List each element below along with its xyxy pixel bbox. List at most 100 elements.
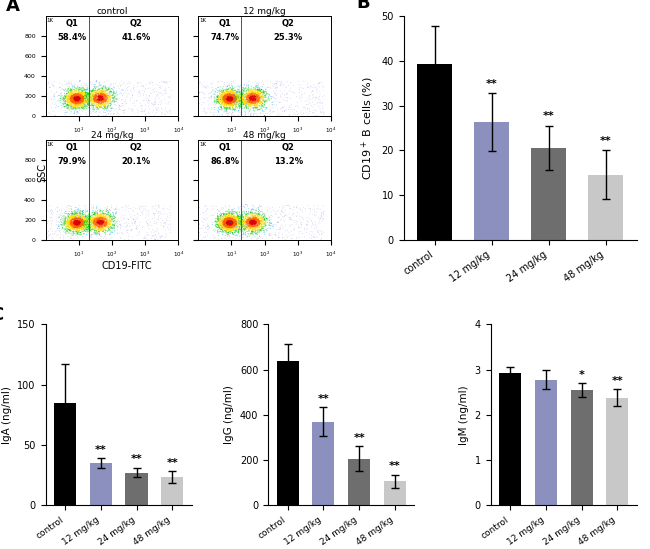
Point [68, 95, 79, 104]
Point [64, 213, 75, 222]
Point [243, 218, 254, 227]
Point [227, 214, 237, 223]
Point [95, 211, 105, 220]
Point [232, 217, 242, 226]
Point [105, 223, 115, 232]
Point [246, 229, 257, 238]
Point [77, 98, 88, 107]
Point [150, 204, 160, 213]
Point [64, 92, 75, 100]
Point [106, 109, 116, 117]
Point [69, 227, 79, 236]
Point [66, 221, 77, 229]
Point [216, 219, 226, 228]
Point [226, 222, 237, 231]
Point [79, 94, 90, 103]
Point [247, 99, 257, 108]
Point [70, 214, 81, 223]
Point [242, 95, 252, 104]
Point [249, 216, 259, 225]
Point [229, 88, 239, 97]
Point [254, 200, 265, 209]
Point [69, 212, 79, 221]
Point [66, 93, 77, 102]
Point [249, 92, 259, 100]
Point [73, 87, 83, 96]
Point [224, 215, 235, 224]
Point [226, 89, 237, 98]
Point [75, 88, 86, 97]
Point [81, 220, 91, 228]
Point [252, 96, 262, 104]
Point [88, 105, 98, 114]
Point [252, 83, 262, 92]
Point [73, 103, 84, 111]
Point [249, 91, 259, 100]
Point [90, 209, 101, 217]
Point [72, 226, 83, 234]
Point [74, 220, 85, 228]
Point [77, 92, 87, 100]
Point [254, 104, 265, 113]
Point [92, 95, 102, 104]
Point [80, 216, 90, 225]
Point [97, 97, 107, 106]
Point [71, 94, 81, 103]
Point [72, 96, 83, 105]
Point [73, 97, 84, 105]
Point [62, 94, 72, 103]
Point [233, 91, 243, 100]
Y-axis label: IgA (ng/ml): IgA (ng/ml) [2, 386, 12, 444]
Point [244, 221, 254, 229]
Point [246, 223, 257, 232]
Point [83, 82, 94, 91]
Point [254, 216, 264, 225]
Point [213, 214, 224, 223]
Point [226, 100, 237, 109]
Point [223, 224, 233, 233]
Point [229, 97, 240, 105]
Point [120, 235, 130, 244]
Point [59, 216, 70, 225]
Point [246, 220, 257, 228]
Point [220, 210, 230, 219]
Point [80, 220, 90, 229]
Point [95, 207, 105, 216]
Point [102, 94, 112, 103]
Point [251, 219, 261, 228]
Point [224, 212, 235, 221]
Point [249, 91, 259, 99]
Point [279, 201, 289, 210]
Point [226, 211, 237, 220]
Point [94, 206, 105, 215]
Point [74, 218, 85, 227]
Point [224, 84, 235, 93]
Point [242, 217, 252, 226]
Point [231, 99, 241, 108]
Point [73, 217, 84, 226]
Point [224, 101, 235, 110]
Point [86, 104, 96, 113]
Point [81, 96, 92, 104]
Point [220, 215, 230, 223]
Point [250, 213, 261, 222]
Point [252, 104, 262, 113]
Point [246, 212, 257, 221]
Point [248, 89, 259, 98]
Point [68, 234, 79, 243]
Text: A: A [6, 0, 20, 15]
Point [95, 215, 105, 224]
Point [75, 215, 85, 224]
Point [77, 210, 87, 219]
Point [108, 80, 118, 88]
Point [92, 82, 102, 91]
Point [52, 207, 62, 216]
Point [98, 209, 109, 218]
Point [233, 93, 243, 102]
Point [216, 217, 226, 226]
Point [228, 222, 239, 231]
Point [226, 219, 236, 227]
Point [165, 202, 176, 211]
Point [255, 88, 265, 97]
Point [79, 96, 90, 105]
